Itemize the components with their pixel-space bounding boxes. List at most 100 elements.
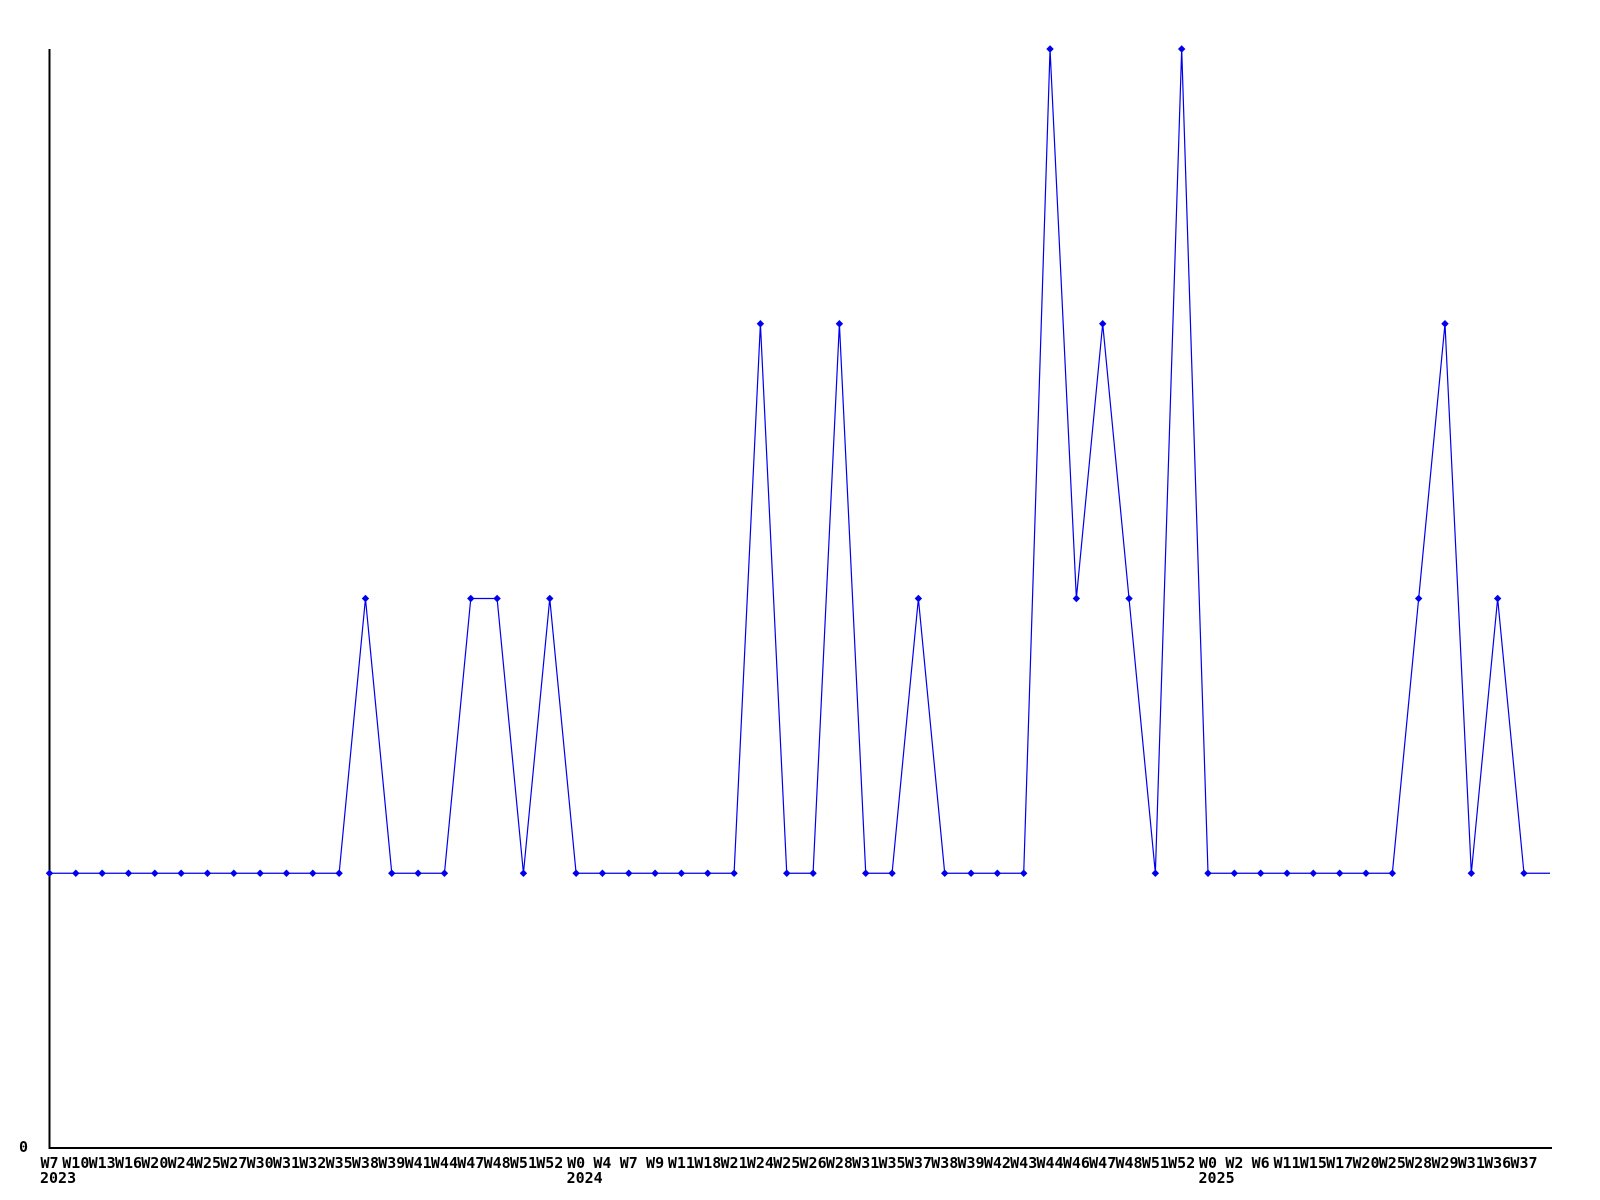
axes: [48, 49, 1552, 1149]
data-point-marker: [98, 869, 106, 877]
x-tick-label: W52: [1168, 1154, 1195, 1172]
x-tick-label: W7: [40, 1154, 58, 1172]
x-tick-label: W35: [879, 1154, 906, 1172]
x-tick-label: W11: [1273, 1154, 1300, 1172]
data-point-marker: [809, 869, 817, 877]
x-tick-label: W6: [1252, 1154, 1270, 1172]
x-tick-label: W29: [1431, 1154, 1458, 1172]
data-point-marker: [230, 869, 238, 877]
data-point-marker: [309, 869, 317, 877]
data-point-marker: [677, 869, 686, 877]
x-tick-label: W30: [247, 1154, 274, 1172]
data-line: [49, 48, 1550, 874]
x-tick-label: W25: [773, 1154, 800, 1172]
data-point-marker: [1388, 869, 1397, 877]
data-point-marker: [414, 869, 422, 877]
data-point-marker: [1335, 869, 1344, 877]
data-point-marker: [862, 869, 870, 877]
x-tick-label: W51: [510, 1154, 537, 1172]
x-tick-label: W42: [984, 1154, 1011, 1172]
x-tick-label: W24: [747, 1154, 774, 1172]
data-point-marker: [941, 869, 949, 877]
x-tick-label: W31: [1458, 1154, 1485, 1172]
data-point-marker: [72, 869, 80, 877]
x-tick-label: W38: [352, 1154, 379, 1172]
data-point-marker: [888, 869, 896, 877]
data-point-marker: [704, 869, 712, 877]
y-axis-zero-label: 0: [19, 1138, 28, 1156]
x-tick-label: W13: [89, 1154, 116, 1172]
x-tick-label: W48: [1115, 1154, 1142, 1172]
x-tick-label: W24: [168, 1154, 195, 1172]
x-tick-label: W10: [62, 1154, 89, 1172]
data-point-marker: [1414, 594, 1423, 603]
data-point-marker: [835, 320, 844, 328]
x-tick-label: W4: [593, 1154, 611, 1172]
data-point-marker: [256, 869, 264, 877]
data-point-marker: [625, 869, 633, 877]
data-point-marker: [730, 869, 738, 877]
x-tick-label: W51: [1142, 1154, 1169, 1172]
x-tick-label: W39: [378, 1154, 405, 1172]
x-tick-label: W15: [1300, 1154, 1327, 1172]
x-axis-year-label: 2023: [40, 1169, 76, 1187]
x-tick-label: W37: [1510, 1154, 1537, 1172]
x-tick-label: W20: [1352, 1154, 1379, 1172]
x-tick-label: W47: [1089, 1154, 1116, 1172]
x-tick-label: W16: [115, 1154, 142, 1172]
x-axis-year-label: 2025: [1199, 1169, 1235, 1187]
x-axis-year-label: 2024: [567, 1169, 603, 1187]
data-point-marker: [1256, 869, 1265, 877]
data-point-marker: [388, 869, 396, 877]
x-tick-label: W31: [852, 1154, 879, 1172]
data-point-marker: [282, 869, 291, 877]
data-point-marker: [756, 320, 765, 328]
x-tick-label: W38: [931, 1154, 958, 1172]
data-point-marker: [203, 869, 212, 877]
x-tick-label: W28: [826, 1154, 853, 1172]
data-point-marker: [45, 869, 54, 877]
x-tick-label: W0: [567, 1154, 585, 1172]
x-tick-label: W20: [141, 1154, 168, 1172]
x-tick-label: W43: [1010, 1154, 1037, 1172]
data-point-marker: [1520, 869, 1528, 877]
data-point-marker: [1046, 45, 1054, 53]
data-point-marker: [1362, 869, 1370, 877]
x-tick-label: W18: [694, 1154, 721, 1172]
data-point-marker: [651, 869, 659, 877]
data-point-marker: [177, 869, 185, 877]
data-point-marker: [914, 594, 923, 603]
data-point-marker: [967, 869, 975, 877]
data-point-marker: [1020, 869, 1028, 877]
x-tick-label: W46: [1063, 1154, 1090, 1172]
data-point-marker: [1151, 869, 1160, 877]
data-point-marker: [440, 869, 449, 877]
x-tick-label: W47: [457, 1154, 484, 1172]
data-point-marker: [1493, 594, 1502, 603]
data-point-marker: [1467, 869, 1476, 877]
data-point-marker: [598, 869, 607, 877]
data-point-marker: [1125, 594, 1133, 603]
x-tick-label: W31: [273, 1154, 300, 1172]
data-point-marker: [1098, 320, 1107, 328]
data-point-marker: [993, 869, 1002, 877]
x-tick-label: W37: [905, 1154, 932, 1172]
data-point-marker: [1441, 320, 1449, 328]
x-tick-label: W2: [1225, 1154, 1243, 1172]
x-tick-label: W25: [194, 1154, 221, 1172]
data-point-marker: [1177, 45, 1186, 53]
x-tick-label: W25: [1379, 1154, 1406, 1172]
x-tick-label: W48: [484, 1154, 511, 1172]
x-tick-label: W39: [958, 1154, 985, 1172]
data-point-marker: [572, 869, 580, 877]
data-point-marker: [519, 869, 528, 877]
data-point-marker: [335, 869, 343, 877]
x-tick-label: W44: [1036, 1154, 1063, 1172]
x-tick-label: W0: [1199, 1154, 1217, 1172]
data-point-marker: [1204, 869, 1212, 877]
data-point-marker: [783, 869, 791, 877]
data-point-marker: [151, 869, 159, 877]
x-tick-label: W28: [1405, 1154, 1432, 1172]
